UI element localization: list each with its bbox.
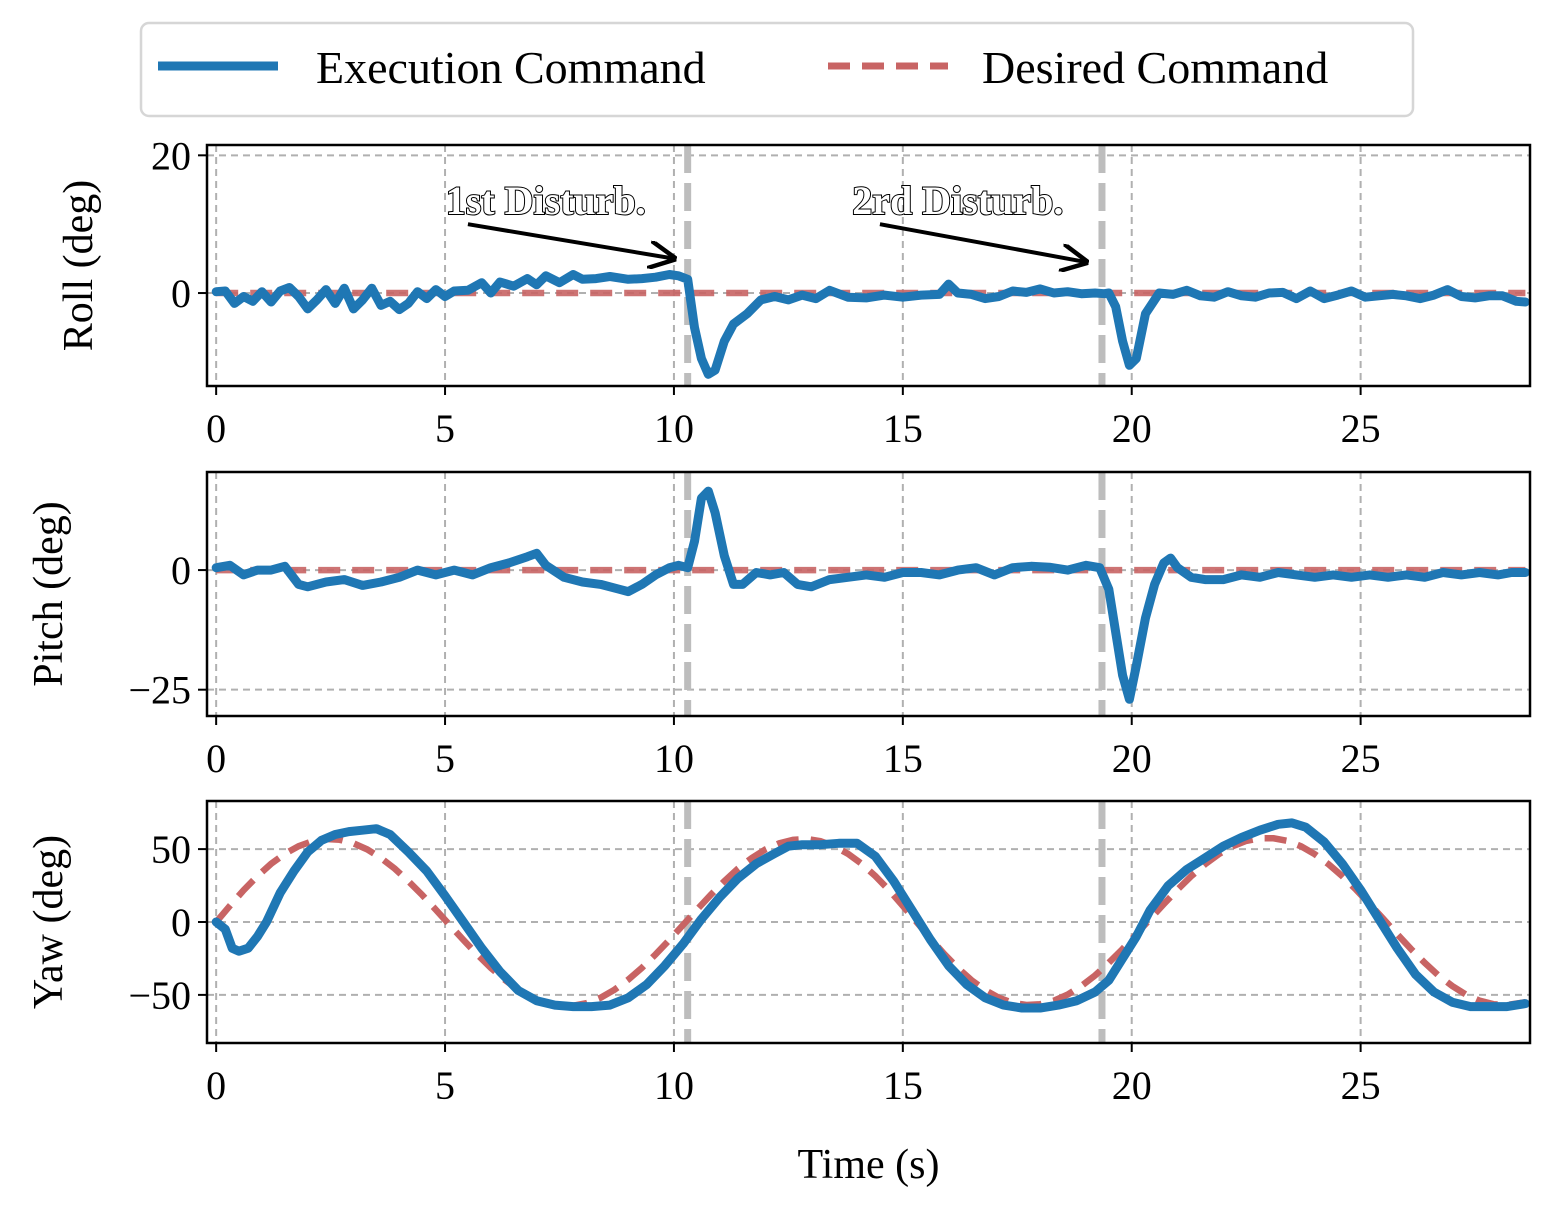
- yaw-series-desired: [213, 835, 1526, 1009]
- pitch-xtick-label-20: 20: [1112, 736, 1152, 781]
- pitch-xtick-label-25: 25: [1341, 736, 1381, 781]
- annotation-label-2: 2rd Disturb.: [852, 178, 1063, 223]
- yaw-xlabel: Time (s): [798, 1142, 940, 1188]
- roll-xtick-label-0: 0: [206, 406, 226, 451]
- yaw-panel: 0 5 10 15 20 25 −50 0 50 Yaw (deg) Time (s): [26, 799, 1532, 1188]
- yaw-xtick-label-15: 15: [883, 1063, 923, 1108]
- yaw-ytick-label-0: 0: [171, 900, 191, 945]
- roll-ylabel: Roll (deg): [56, 180, 102, 351]
- annotation-arrow-1: [467, 222, 674, 258]
- yaw-xtick-label-5: 5: [435, 1063, 455, 1108]
- yaw-ytick-label--50: −50: [128, 973, 191, 1018]
- yaw-ylabel: Yaw (deg): [26, 835, 72, 1009]
- pitch-panel: 0 5 10 15 20 25 −25 0 Pitch (deg): [26, 470, 1532, 781]
- yaw-ytick-label-50: 50: [151, 827, 191, 872]
- roll-xtick-label-10: 10: [654, 406, 694, 451]
- yaw-xtick-label-25: 25: [1341, 1063, 1381, 1108]
- roll-series-execution: [211, 270, 1530, 379]
- legend-box: [139, 21, 1415, 118]
- pitch-ylabel: Pitch (deg): [26, 501, 72, 686]
- legend-label-execution: Execution Command: [316, 42, 706, 93]
- yaw-xtick-label-0: 0: [206, 1063, 226, 1108]
- pitch-xtick-label-10: 10: [654, 736, 694, 781]
- pitch-xtick-label-0: 0: [206, 736, 226, 781]
- roll-ytick-label-0: 0: [171, 271, 191, 316]
- pitch-xtick-label-5: 5: [435, 736, 455, 781]
- roll-panel: 0 5 10 15 20 25 0 20 Roll (deg) 1st Disturb. 2rd D…: [56, 133, 1532, 451]
- legend: Execution Command Desired Command: [139, 21, 1415, 118]
- pitch-ytick-label-0: 0: [171, 548, 191, 593]
- annotation-label-1: 1st Disturb.: [446, 178, 646, 223]
- pitch-series-execution: [211, 486, 1530, 704]
- roll-axes-frame: [205, 143, 1532, 388]
- yaw-series-execution: [211, 818, 1530, 1013]
- legend-label-desired: Desired Command: [982, 42, 1328, 93]
- roll-xtick-label-20: 20: [1112, 406, 1152, 451]
- yaw-xtick-label-20: 20: [1112, 1063, 1152, 1108]
- roll-xtick-label-5: 5: [435, 406, 455, 451]
- roll-xtick-label-25: 25: [1341, 406, 1381, 451]
- roll-ytick-label-20: 20: [151, 133, 191, 178]
- pitch-ytick-label--25: −25: [128, 668, 191, 713]
- annotation-arrow-2: [879, 222, 1086, 262]
- yaw-xtick-label-10: 10: [654, 1063, 694, 1108]
- pitch-axes-frame: [205, 470, 1532, 718]
- roll-xtick-label-15: 15: [883, 406, 923, 451]
- pitch-xtick-label-15: 15: [883, 736, 923, 781]
